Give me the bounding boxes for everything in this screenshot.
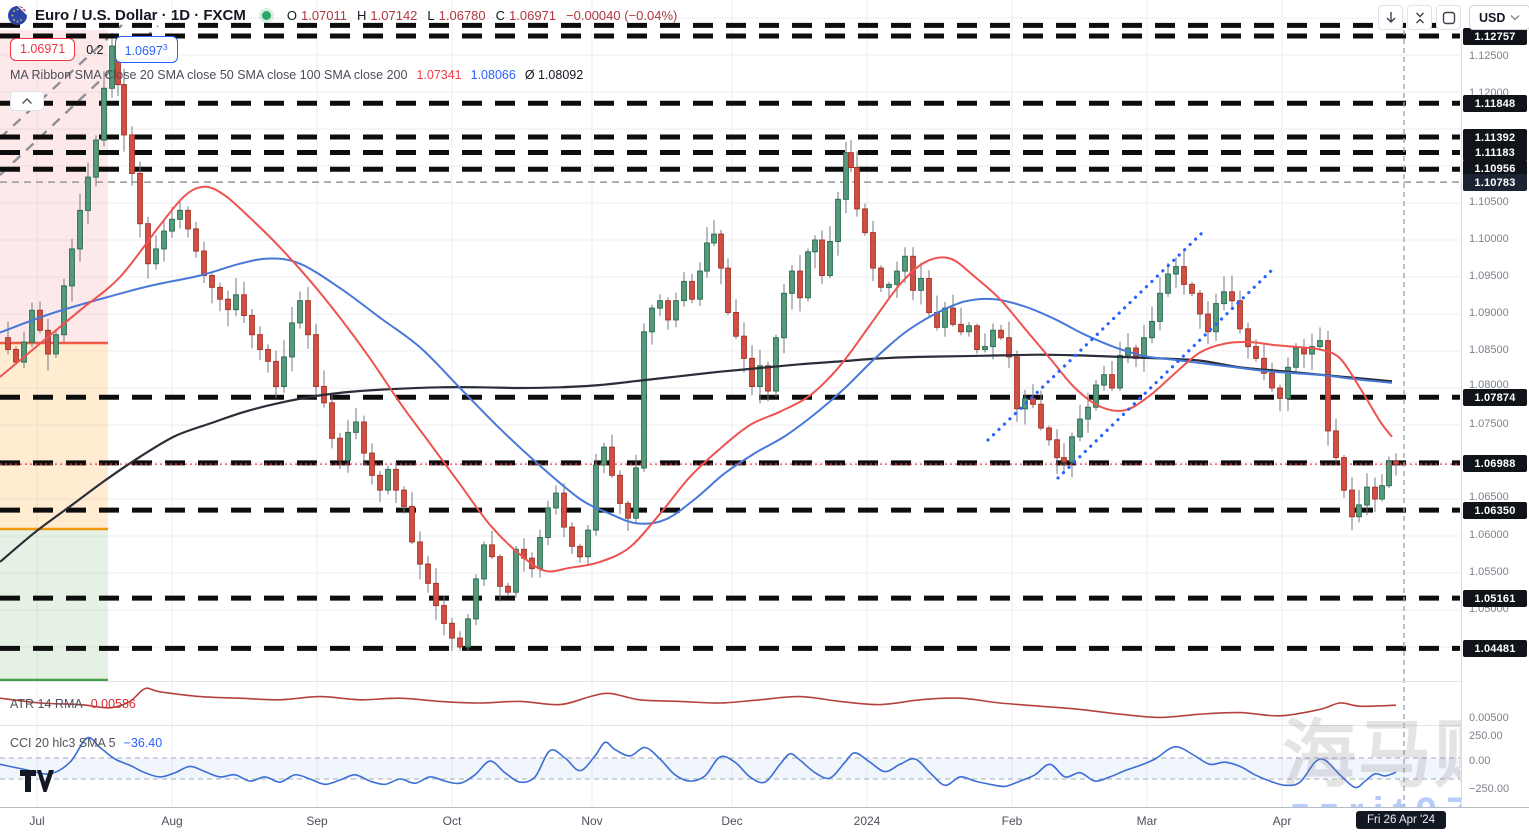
price-level-badge: 1.10956 xyxy=(1463,160,1527,177)
price-level-badge: 1.11183 xyxy=(1463,144,1527,161)
price-axis-tick: −250.00 xyxy=(1469,783,1510,795)
price-label-red[interactable]: 1.06971 xyxy=(10,38,76,62)
atr-label: ATR 14 RMA xyxy=(10,697,83,711)
price-axis-tick: 1.09000 xyxy=(1469,307,1509,319)
time-axis-month-label: Nov xyxy=(581,814,603,828)
time-axis-month-label: Apr xyxy=(1272,814,1292,828)
symbol-logo-icon xyxy=(8,5,27,25)
price-axis-tick: 1.09500 xyxy=(1469,270,1509,282)
high-label: H xyxy=(357,7,367,23)
open-value: 1.07011 xyxy=(300,7,348,23)
collapse-icon xyxy=(1415,12,1424,23)
time-axis-month-label: Aug xyxy=(161,814,183,828)
atr-legend[interactable]: ATR 14 RMA 0.00586 xyxy=(10,697,136,711)
collapse-pane-toolbar-button[interactable] xyxy=(1407,5,1432,30)
price-axis-tick: 250.00 xyxy=(1469,730,1503,742)
price-level-badge: 1.06988 xyxy=(1463,455,1527,472)
symbol-title[interactable]: Euro / U.S. Dollar · 1D · FXCM xyxy=(35,6,246,24)
cci-label: CCI 20 hlc3 SMA 5 xyxy=(10,736,116,750)
price-level-badge: 1.07874 xyxy=(1463,389,1527,406)
price-label-blue-sup: 3 xyxy=(162,42,168,52)
price-axis-tick: 1.10000 xyxy=(1469,233,1509,245)
market-status-icon xyxy=(261,10,271,20)
change-value: −0.00040 (−0.04%) xyxy=(566,7,678,23)
ma-value-blue: 1.08066 xyxy=(470,68,516,82)
time-axis-month-label: Mar xyxy=(1136,814,1158,828)
arrow-down-icon xyxy=(1386,11,1395,23)
low-label: L xyxy=(427,7,435,23)
close-label: C xyxy=(495,7,506,23)
price-label-blue-value: 1.0697 xyxy=(124,44,163,59)
fullscreen-icon xyxy=(1442,11,1455,24)
price-axis-tick: 0.00500 xyxy=(1469,712,1509,724)
price-level-badge: 1.04481 xyxy=(1463,640,1527,657)
currency-dropdown[interactable]: USD xyxy=(1469,5,1529,30)
cci-value: −36.40 xyxy=(123,736,163,750)
time-axis-month-label: 2024 xyxy=(853,814,881,828)
tradingview-logo[interactable] xyxy=(20,770,54,797)
open-label: O xyxy=(286,7,297,23)
atr-value: 0.00586 xyxy=(90,697,136,711)
price-axis-tick: 1.08500 xyxy=(1469,344,1509,356)
chevron-down-icon xyxy=(1510,14,1520,21)
price-axis[interactable]: 1.12500 1.12000 1.10500 1.10000 1.09500 1.090… xyxy=(1461,28,1529,807)
price-level-badge: 1.05161 xyxy=(1463,590,1527,607)
price-level-badge: 1.12757 xyxy=(1463,28,1527,45)
time-axis[interactable]: Jul Aug Sep Oct Nov Dec 2024 Feb Mar Apr Fri 26 A… xyxy=(0,807,1529,835)
ohlc-legend: O 1.07011 H 1.07142 L 1.06780 C 1.06971 −0.0… xyxy=(287,8,683,23)
price-label-blue[interactable]: 1.06973 xyxy=(114,36,178,64)
price-axis-tick: 0.00 xyxy=(1469,755,1491,767)
price-axis-tick: 1.12500 xyxy=(1469,50,1509,62)
price-level-badge: 1.10783 xyxy=(1463,174,1527,191)
price-level-badge: 1.06350 xyxy=(1463,502,1527,519)
time-axis-month-label: Oct xyxy=(442,814,462,828)
low-value: 1.06780 xyxy=(438,7,486,23)
price-axis-tick: 1.06500 xyxy=(1469,491,1509,503)
collapse-pane-button[interactable] xyxy=(10,91,44,111)
chevron-up-icon xyxy=(21,97,33,105)
chart-toolbar: Euro / U.S. Dollar · 1D · FXCM O 1.07011 … xyxy=(8,0,683,30)
time-axis-month-label: Jul xyxy=(29,814,45,828)
high-value: 1.07142 xyxy=(370,7,418,23)
price-axis-tick: 1.05500 xyxy=(1469,566,1509,578)
time-axis-month-label: Feb xyxy=(1001,814,1023,828)
ma-value-red: 1.07341 xyxy=(416,68,462,82)
scroll-to-recent-button[interactable] xyxy=(1378,5,1403,30)
tradingview-logo-icon xyxy=(20,770,54,792)
price-axis-tick: 1.06000 xyxy=(1469,529,1509,541)
time-axis-month-label: Dec xyxy=(721,814,743,828)
ma-ribbon-legend[interactable]: MA Ribbon SMA Close 20 SMA close 50 SMA … xyxy=(10,68,583,82)
price-axis-tick: 1.07500 xyxy=(1469,418,1509,430)
ma-ribbon-label: MA Ribbon SMA Close 20 SMA close 50 SMA … xyxy=(10,68,408,82)
chart-actions: USD xyxy=(1378,5,1529,30)
currency-dropdown-label: USD xyxy=(1479,10,1506,25)
price-axis-tick: 1.10500 xyxy=(1469,196,1509,208)
price-axis-tick: 1.08000 xyxy=(1469,379,1509,391)
cci-legend[interactable]: CCI 20 hlc3 SMA 5 −36.40 xyxy=(10,736,162,750)
price-level-badge: 1.11848 xyxy=(1463,95,1527,112)
price-level-badge: 1.11392 xyxy=(1463,129,1527,146)
fullscreen-button[interactable] xyxy=(1436,5,1461,30)
close-value: 1.06971 xyxy=(509,7,557,23)
time-axis-month-label: Sep xyxy=(306,814,328,828)
price-label-row: 1.06971 0.2 1.06973 xyxy=(10,36,178,64)
spread-label: 0.2 xyxy=(86,42,104,57)
crosshair-date-badge: Fri 26 Apr '24 xyxy=(1356,811,1447,829)
ma-value-average: Ø 1.08092 xyxy=(524,68,584,82)
